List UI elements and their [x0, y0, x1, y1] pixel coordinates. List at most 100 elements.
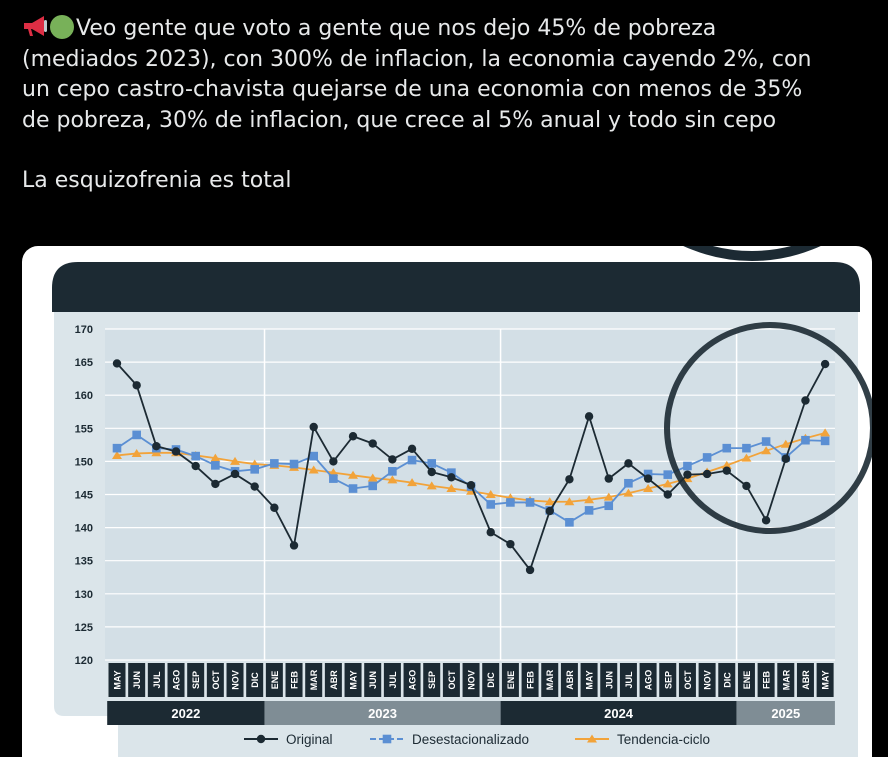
- x-tick-label: JUL: [388, 671, 398, 689]
- data-point-square: [250, 465, 259, 474]
- data-point-triangle: [820, 428, 831, 437]
- data-point-square: [132, 430, 141, 440]
- data-point-triangle: [112, 450, 122, 459]
- x-tick-label: DIC: [486, 672, 496, 688]
- data-point-square: [388, 467, 397, 476]
- megaphone-icon: [22, 14, 48, 38]
- data-point-circle: [604, 474, 613, 483]
- data-point-square: [604, 501, 614, 511]
- data-point-triangle: [407, 478, 418, 487]
- month-label-box: [777, 663, 795, 697]
- year-band: [500, 701, 737, 725]
- month-label-box: [560, 663, 578, 697]
- legend-marker-circle: [256, 734, 266, 744]
- data-point-square: [289, 459, 299, 469]
- month-label-box: [541, 663, 559, 697]
- data-point-circle: [368, 439, 377, 448]
- data-point-square: [427, 459, 437, 468]
- data-point-triangle: [131, 448, 142, 457]
- data-point-square: [584, 506, 594, 515]
- data-point-square: [525, 498, 535, 507]
- data-point-circle: [309, 422, 318, 432]
- tweet-line-4: de pobreza, 30% de inflacion, que crece …: [22, 107, 777, 133]
- x-tick-label: AGO: [172, 670, 182, 691]
- data-point-square: [722, 443, 732, 453]
- chart-image[interactable]: 120 125 130 135 140 145 150 155 160 165 170 MAY JUN J…: [22, 246, 872, 757]
- legend-label: Desestacionalizado: [412, 732, 529, 747]
- x-tick-label: ENE: [742, 671, 752, 690]
- month-label-box: [108, 663, 126, 697]
- data-point-square: [211, 461, 220, 470]
- month-label-box: [678, 663, 696, 697]
- month-label-box: [482, 663, 500, 697]
- tweet-line-3: un cepo castro-chavista quejarse de una …: [22, 77, 803, 102]
- data-point-circle: [506, 539, 515, 549]
- month-label-box: [423, 663, 441, 697]
- x-tick-label: JUN: [368, 671, 378, 689]
- data-point-circle: [525, 565, 535, 575]
- data-point-triangle: [230, 456, 241, 465]
- data-point-square: [565, 518, 574, 527]
- data-point-circle: [388, 455, 397, 464]
- data-point-circle: [427, 467, 436, 477]
- data-point-circle: [801, 396, 810, 405]
- data-point-square: [447, 468, 456, 477]
- x-tick-label: NOV: [231, 670, 241, 690]
- x-tick-label: JUN: [604, 671, 614, 689]
- month-label-box: [580, 663, 598, 697]
- data-point-circle: [171, 447, 181, 456]
- x-tick-label: MAR: [781, 669, 791, 690]
- data-point-square: [663, 470, 673, 479]
- year-band: [736, 701, 835, 725]
- data-point-square: [407, 455, 417, 465]
- legend-label: Tendencia-ciclo: [617, 732, 710, 747]
- x-tick-label: SEP: [663, 671, 673, 689]
- data-point-circle: [270, 503, 279, 512]
- month-label-box: [442, 663, 460, 697]
- data-point-triangle: [741, 453, 752, 462]
- data-point-circle: [329, 457, 338, 466]
- x-tick-label: MAY: [821, 670, 831, 689]
- x-tick-label: JUL: [624, 671, 634, 689]
- data-point-square: [702, 453, 712, 462]
- month-label-box: [737, 663, 755, 697]
- x-tick-label: SEP: [191, 671, 201, 689]
- month-label-box: [659, 663, 677, 697]
- month-label-box: [501, 663, 519, 697]
- data-point-triangle: [603, 492, 614, 501]
- x-tick-label: OCT: [683, 670, 693, 690]
- month-label-box: [167, 663, 185, 697]
- month-label-box: [718, 663, 736, 697]
- data-point-circle: [289, 541, 299, 550]
- data-point-circle: [624, 459, 633, 468]
- data-point-circle: [820, 359, 830, 369]
- x-tick-label: MAY: [585, 670, 595, 689]
- data-point-square: [309, 451, 318, 461]
- data-point-square: [486, 500, 496, 509]
- y-tick-label: 130: [75, 589, 93, 601]
- month-label-box: [462, 663, 480, 697]
- y-tick-label: 120: [75, 655, 93, 667]
- year-label: 2022: [171, 706, 200, 721]
- x-tick-label: FEB: [290, 670, 300, 689]
- year-band: [264, 701, 501, 725]
- data-point-square: [820, 436, 830, 446]
- data-point-square: [270, 459, 279, 468]
- month-label-box: [600, 663, 618, 697]
- data-point-triangle: [584, 495, 595, 504]
- month-label-box: [128, 663, 146, 697]
- data-point-circle: [447, 473, 456, 482]
- x-tick-label: FEB: [762, 670, 772, 689]
- data-point-circle: [545, 506, 554, 516]
- data-point-square: [643, 469, 653, 479]
- y-tick-label: 150: [75, 456, 93, 468]
- x-tick-label: AGO: [644, 670, 654, 691]
- year-band: [107, 701, 265, 725]
- tweet-text: Veo gente que voto a gente que nos dejo …: [22, 14, 872, 197]
- x-tick-label: NOV: [703, 670, 713, 690]
- month-label-box: [383, 663, 401, 697]
- data-point-triangle: [308, 465, 319, 474]
- legend-marker-square: [382, 734, 392, 744]
- data-point-triangle: [761, 446, 772, 455]
- x-tick-label: AGO: [408, 670, 418, 691]
